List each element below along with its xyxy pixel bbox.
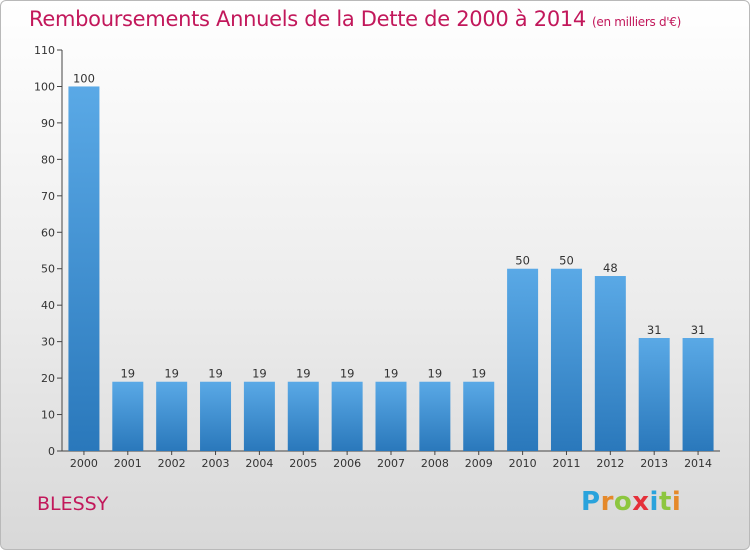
logo-letter: o — [613, 487, 633, 517]
x-tick-label: 2010 — [509, 457, 537, 470]
bar — [550, 268, 582, 451]
x-tick-label: 2013 — [640, 457, 668, 470]
bar — [200, 381, 232, 451]
x-tick-label: 2004 — [245, 457, 273, 470]
value-label: 50 — [559, 254, 574, 268]
y-tick-label: 90 — [41, 117, 55, 130]
logo-letter: P — [581, 487, 601, 517]
value-label: 19 — [208, 367, 223, 381]
bar — [638, 337, 670, 451]
x-tick-label: 2012 — [596, 457, 624, 470]
chart-unit: (en milliers d'€) — [592, 15, 682, 29]
x-tick-label: 2000 — [70, 457, 98, 470]
proxiti-logo: Proxiti — [581, 487, 681, 517]
y-tick-label: 60 — [41, 226, 55, 239]
y-tick-label: 70 — [41, 190, 55, 203]
y-tick-label: 100 — [34, 80, 55, 93]
bar — [68, 86, 100, 452]
logo-letter: i — [671, 487, 682, 517]
value-label: 100 — [73, 71, 95, 85]
value-label: 19 — [296, 367, 311, 381]
y-tick-label: 20 — [41, 372, 55, 385]
value-label: 19 — [428, 367, 443, 381]
bar — [507, 268, 539, 451]
y-tick-label: 0 — [48, 445, 55, 458]
x-tick-label: 2006 — [333, 457, 361, 470]
chart-title-text: Remboursements Annuels de la Dette de 20… — [29, 7, 586, 31]
x-tick-label: 2009 — [465, 457, 493, 470]
value-label: 31 — [647, 323, 662, 337]
chart-title: Remboursements Annuels de la Dette de 20… — [29, 7, 681, 31]
x-tick-label: 2007 — [377, 457, 405, 470]
x-tick-label: 2011 — [552, 457, 580, 470]
bar — [243, 381, 275, 451]
value-label: 19 — [164, 367, 179, 381]
logo-letter: t — [658, 487, 672, 517]
y-tick-label: 10 — [41, 409, 55, 422]
x-tick-label: 2001 — [114, 457, 142, 470]
value-label: 31 — [691, 323, 706, 337]
bar — [594, 276, 626, 451]
logo-letter: i — [649, 487, 659, 517]
value-label: 19 — [384, 367, 399, 381]
y-tick-label: 80 — [41, 153, 55, 166]
value-label: 19 — [120, 367, 135, 381]
bar — [463, 381, 495, 451]
x-tick-label: 2003 — [202, 457, 230, 470]
bar — [375, 381, 407, 451]
value-label: 19 — [252, 367, 267, 381]
bar — [156, 381, 188, 451]
value-label: 19 — [340, 367, 355, 381]
y-tick-label: 40 — [41, 299, 55, 312]
bar — [112, 381, 144, 451]
bar — [287, 381, 319, 451]
commune-name: BLESSY — [37, 493, 109, 515]
y-tick-label: 30 — [41, 336, 55, 349]
value-label: 50 — [515, 254, 530, 268]
logo-letter: x — [632, 487, 650, 517]
logo-letter: r — [600, 487, 614, 517]
y-tick-label: 110 — [34, 44, 55, 57]
value-label: 48 — [603, 261, 618, 275]
x-tick-label: 2014 — [684, 457, 712, 470]
bar — [331, 381, 363, 451]
x-tick-label: 2008 — [421, 457, 449, 470]
x-tick-label: 2002 — [158, 457, 186, 470]
y-tick-label: 50 — [41, 263, 55, 276]
bar — [419, 381, 451, 451]
value-label: 19 — [471, 367, 486, 381]
x-tick-label: 2005 — [289, 457, 317, 470]
bar — [682, 337, 714, 451]
